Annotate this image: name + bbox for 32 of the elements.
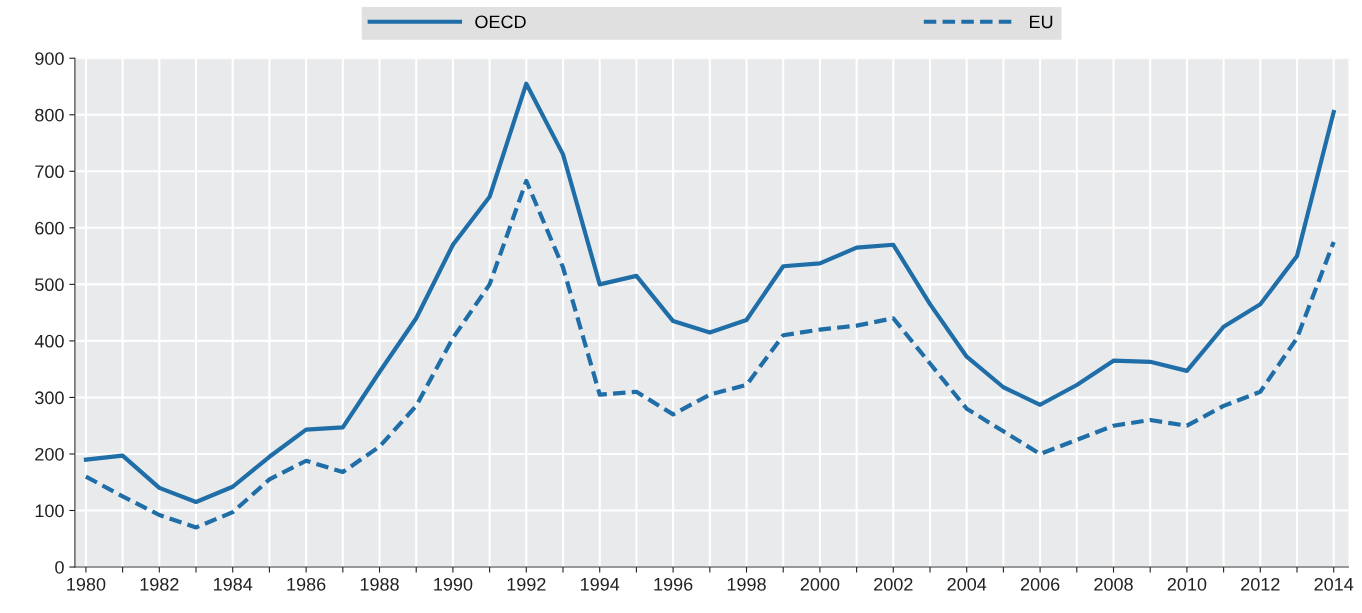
x-tick-label: 1996 xyxy=(654,577,693,591)
x-tick-label: 2014 xyxy=(1314,577,1354,591)
y-tick-label: 300 xyxy=(35,391,64,405)
x-tick-label: 2004 xyxy=(947,577,987,591)
x-tick-label: 2002 xyxy=(874,577,913,591)
line-series xyxy=(83,178,1336,530)
legend-label: EU xyxy=(1030,15,1053,29)
y-tick-label: 400 xyxy=(34,334,64,348)
x-tick-label: 2000 xyxy=(800,577,840,591)
y-tick-label: 100 xyxy=(35,504,64,518)
x-tick-label: 2008 xyxy=(1094,577,1133,591)
x-tick-label: 1998 xyxy=(727,577,766,591)
y-tick-label: 0 xyxy=(55,560,64,574)
line-series xyxy=(83,81,1336,505)
x-tick-label: 1982 xyxy=(140,577,179,591)
x-tick-label: 1994 xyxy=(581,577,620,591)
x-tick-label: 1988 xyxy=(360,577,399,591)
x-tick-label: 1984 xyxy=(214,577,253,591)
y-tick-label: 500 xyxy=(35,278,64,292)
x-tick-label: 1986 xyxy=(287,577,326,591)
x-tick-label: 2010 xyxy=(1167,577,1207,591)
y-tick-label: 800 xyxy=(35,108,64,122)
y-tick-label: 700 xyxy=(35,165,64,179)
legend-label: OECD xyxy=(475,15,526,29)
y-tick-label: 600 xyxy=(35,221,64,235)
x-tick-label: 1990 xyxy=(434,577,473,591)
x-tick-label: 1992 xyxy=(507,577,546,591)
y-tick-label: 900 xyxy=(35,52,64,65)
y-tick-label: 200 xyxy=(35,447,64,461)
x-tick-label: 1980 xyxy=(67,577,106,591)
x-tick-label: 2012 xyxy=(1241,577,1280,591)
x-tick-label: 2006 xyxy=(1020,577,1060,591)
